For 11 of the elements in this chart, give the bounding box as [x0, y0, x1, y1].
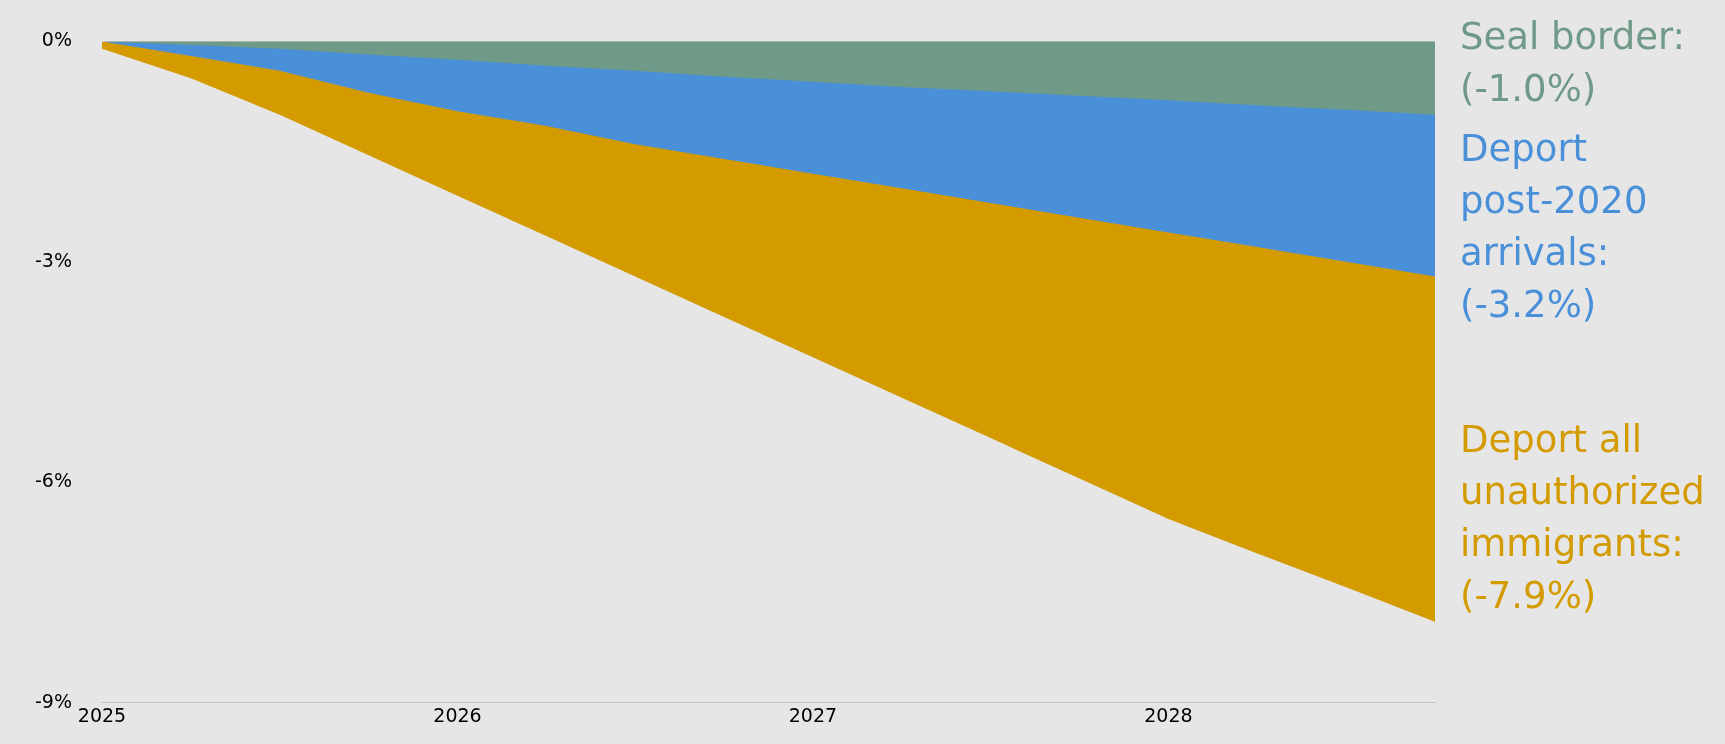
- y-tick-label: -6%: [35, 469, 72, 492]
- x-tick-label: 2026: [433, 703, 482, 726]
- y-tick-label: -9%: [35, 689, 72, 712]
- series-label: Deport all unauthorized immigrants: (-7.9%): [1460, 417, 1705, 617]
- y-tick-label: 0%: [41, 28, 72, 51]
- x-tick-label: 2025: [77, 703, 127, 726]
- y-tick-label: -3%: [35, 248, 72, 271]
- series-label: Deport post-2020 arrivals: (-3.2%): [1460, 126, 1648, 326]
- series-label: Seal border: (-1.0%): [1460, 14, 1685, 110]
- x-tick-label: 2027: [788, 703, 838, 726]
- x-tick-label: 2028: [1144, 703, 1193, 726]
